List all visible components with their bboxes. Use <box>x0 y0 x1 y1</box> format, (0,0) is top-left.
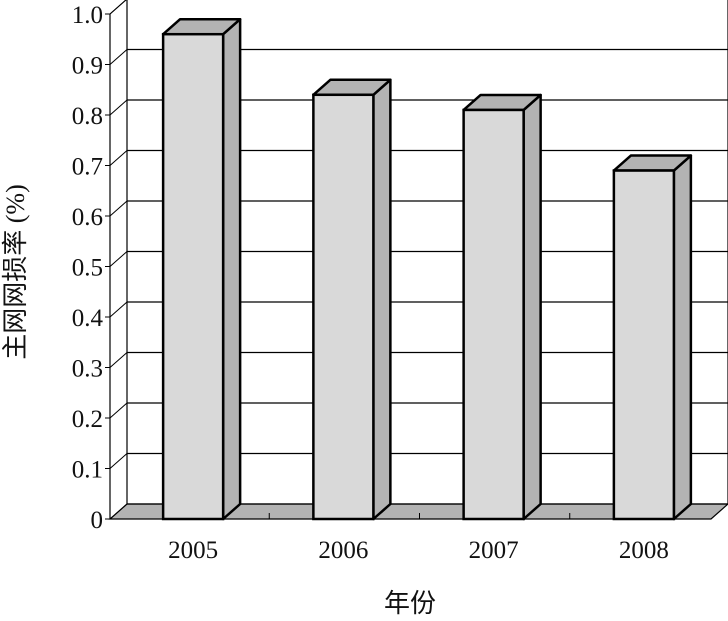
grid-diagonal <box>109 503 128 520</box>
y-tick-label: 0.3 <box>72 356 103 383</box>
x-tick-label: 2008 <box>619 537 669 564</box>
y-axis-label: 主网网损率 (%) <box>1 184 30 359</box>
bar-2007 <box>462 108 525 521</box>
bar-2008 <box>612 169 676 521</box>
y-tick-label: 0.9 <box>72 53 103 80</box>
x-axis-label: 年份 <box>384 589 436 618</box>
x-tick-label: 2005 <box>168 537 218 564</box>
grid-diagonal <box>109 251 128 267</box>
y-tick-label: 0.4 <box>72 305 104 332</box>
y-tick-label: 0 <box>91 507 104 534</box>
y-tick-label: 0.8 <box>72 103 103 130</box>
x-tick-labels: 2005 2006 2007 2008 <box>168 537 669 564</box>
y-tick-label: 0.6 <box>72 204 103 231</box>
bar-2005 <box>161 32 225 521</box>
x-tick-label: 2007 <box>469 537 519 564</box>
bar-side <box>372 78 392 521</box>
bar-side <box>522 93 542 521</box>
y-tick-label: 0.1 <box>72 457 103 484</box>
grid-diagonal <box>109 0 127 15</box>
bar-side <box>672 154 693 521</box>
y-tick-label: 0.7 <box>72 154 103 181</box>
grid-diagonal <box>109 150 128 166</box>
grid-diagonal <box>109 49 128 65</box>
y-tick-label: 0.5 <box>72 255 103 282</box>
y-tick-label: 0.2 <box>72 406 103 433</box>
bar-2006 <box>312 93 375 521</box>
grid-diagonal <box>109 301 128 318</box>
grid-diagonal <box>109 200 128 217</box>
y-tick-label: 1.0 <box>72 2 103 29</box>
bar-side <box>221 17 242 521</box>
grid-diagonal <box>109 402 128 419</box>
grid-diagonal <box>109 99 128 116</box>
x-tick-label: 2006 <box>318 537 368 564</box>
grid-diagonal <box>109 453 128 469</box>
y-tick-labels: 0 0.1 0.2 0.3 0.4 0.5 0.6 0.7 0.8 0.9 1.0 <box>72 2 104 534</box>
bars <box>161 17 693 521</box>
grid-diagonal <box>109 352 128 368</box>
